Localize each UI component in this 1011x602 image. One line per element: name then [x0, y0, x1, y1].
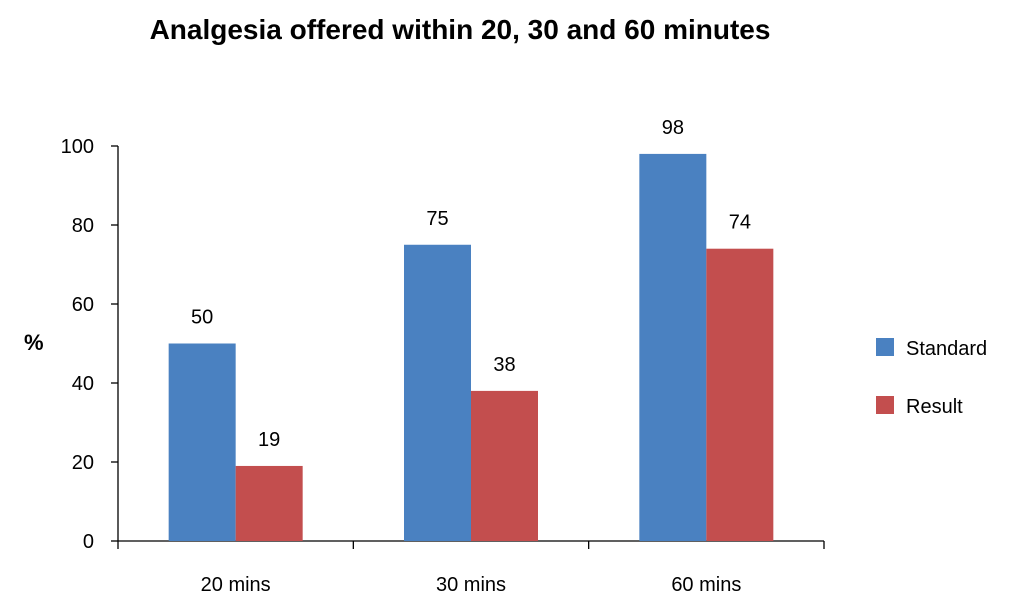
- chart-tick-labels: 0 20 40 60 80 100 20 mins 30 mins 60 mins: [61, 136, 742, 596]
- bar-standard-2: [404, 244, 471, 541]
- x-tick-label: 20 mins: [201, 574, 271, 596]
- bar-result-3: [706, 248, 774, 541]
- x-tick-label: 60 mins: [671, 574, 741, 596]
- legend-swatch-result: [876, 396, 894, 414]
- data-label: 50: [191, 307, 213, 329]
- data-label: 38: [493, 354, 515, 376]
- bar-standard-3: [639, 153, 707, 541]
- data-label: 19: [258, 429, 280, 451]
- bar-standard-1: [168, 343, 236, 541]
- y-tick-label: 20: [72, 452, 94, 474]
- y-tick-label: 40: [72, 373, 94, 395]
- legend-label-standard: Standard: [906, 338, 987, 360]
- bar-result-2: [471, 390, 538, 541]
- chart-data-labels: 50 19 75 38 98 74: [191, 117, 751, 451]
- y-axis-label: %: [24, 330, 44, 355]
- y-tick-label: 0: [83, 531, 94, 553]
- chart-legend: Standard Result: [876, 338, 987, 418]
- chart-title: Analgesia offered within 20, 30 and 60 m…: [149, 14, 771, 45]
- data-label: 98: [662, 117, 684, 139]
- legend-label-result: Result: [906, 396, 963, 418]
- y-tick-label: 80: [72, 215, 94, 237]
- chart-bars: [168, 153, 774, 541]
- data-label: 74: [729, 212, 751, 234]
- y-tick-label: 100: [61, 136, 94, 158]
- bar-result-1: [235, 465, 303, 541]
- x-tick-label: 30 mins: [436, 574, 506, 596]
- data-label: 75: [426, 208, 448, 230]
- legend-swatch-standard: [876, 338, 894, 356]
- y-tick-label: 60: [72, 294, 94, 316]
